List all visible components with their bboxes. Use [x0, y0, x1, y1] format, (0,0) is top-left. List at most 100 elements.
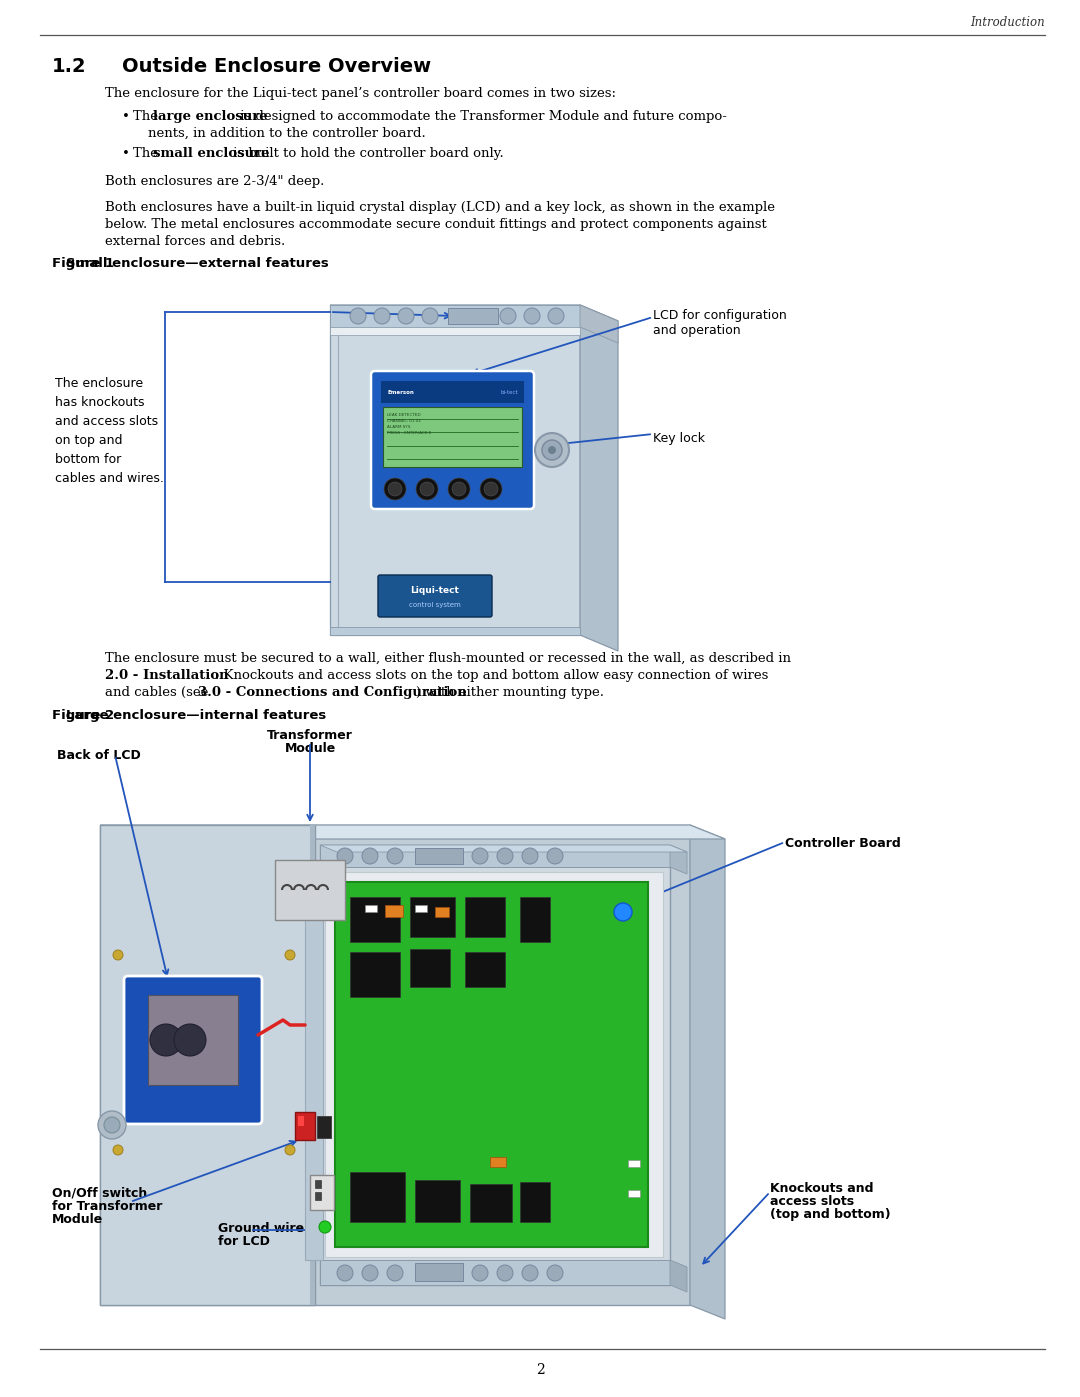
Circle shape [615, 902, 632, 921]
Bar [315, 1180, 321, 1187]
Circle shape [285, 1146, 295, 1155]
Bar [330, 327, 580, 335]
Text: Module: Module [284, 742, 336, 754]
Text: ) with either mounting type.: ) with either mounting type. [416, 686, 604, 698]
Circle shape [388, 482, 402, 496]
Bar [315, 1192, 321, 1200]
Text: 1.2: 1.2 [52, 57, 86, 75]
Bar [305, 865, 323, 1260]
Text: bi-tect: bi-tect [500, 391, 518, 395]
Text: (top and bottom): (top and bottom) [770, 1208, 891, 1221]
Bar [470, 1185, 512, 1222]
Circle shape [416, 478, 438, 500]
Circle shape [399, 307, 414, 324]
Text: The enclosure must be secured to a wall, either flush-mounted or recessed in the: The enclosure must be secured to a wall,… [105, 652, 791, 665]
Text: below. The metal enclosures accommodate secure conduit fittings and protect comp: below. The metal enclosures accommodate … [105, 218, 767, 231]
Bar [148, 995, 238, 1085]
Bar [100, 826, 315, 1305]
Text: receptacle: receptacle [340, 1235, 414, 1248]
Text: Liqui-tect: Liqui-tect [410, 585, 459, 595]
Circle shape [548, 307, 564, 324]
Text: On/Off switch: On/Off switch [52, 1187, 147, 1200]
Text: Both enclosures are 2-3/4" deep.: Both enclosures are 2-3/4" deep. [105, 175, 324, 189]
Bar [410, 949, 450, 988]
Bar [415, 848, 463, 863]
Text: Controller Board: Controller Board [785, 837, 901, 849]
Polygon shape [690, 826, 725, 1319]
Circle shape [484, 482, 498, 496]
Text: The: The [133, 110, 162, 123]
Circle shape [500, 307, 516, 324]
Bar [384, 905, 403, 916]
Text: Figure 2: Figure 2 [52, 710, 114, 722]
Bar [383, 407, 522, 467]
Bar [100, 826, 690, 1305]
Text: The enclosure for the Liqui-tect panel’s controller board comes in two sizes:: The enclosure for the Liqui-tect panel’s… [105, 87, 616, 101]
Bar [627, 1160, 640, 1166]
Text: access slots: access slots [770, 1194, 854, 1208]
Circle shape [104, 1118, 120, 1133]
Bar [490, 1157, 507, 1166]
Circle shape [374, 307, 390, 324]
Bar [310, 1175, 334, 1210]
Bar [350, 951, 400, 997]
FancyBboxPatch shape [378, 576, 492, 617]
Circle shape [362, 1266, 378, 1281]
Text: Power: Power [340, 1222, 383, 1235]
Circle shape [542, 440, 562, 460]
Circle shape [150, 1024, 183, 1056]
Bar [320, 845, 670, 1285]
Circle shape [174, 1024, 206, 1056]
Text: 2: 2 [536, 1363, 544, 1377]
Text: for Transformer: for Transformer [52, 1200, 162, 1213]
Bar [381, 381, 524, 402]
Text: LCD for configuration: LCD for configuration [653, 309, 786, 321]
Circle shape [497, 848, 513, 863]
Text: small enclosure: small enclosure [153, 147, 270, 161]
Circle shape [362, 848, 378, 863]
Bar [448, 307, 498, 324]
Text: and cables (see: and cables (see [105, 686, 213, 698]
Bar [465, 951, 505, 988]
Bar [627, 1190, 640, 1197]
Text: The enclosure
has knockouts
and access slots
on top and
bottom for
cables and wi: The enclosure has knockouts and access s… [55, 377, 164, 485]
Circle shape [472, 1266, 488, 1281]
Text: external forces and debris.: external forces and debris. [105, 235, 285, 249]
Bar [330, 305, 580, 636]
Bar [415, 1263, 463, 1281]
Circle shape [113, 1146, 123, 1155]
Circle shape [387, 1266, 403, 1281]
Text: Outside Enclosure Overview: Outside Enclosure Overview [122, 57, 431, 75]
Circle shape [448, 478, 470, 500]
Polygon shape [580, 305, 618, 651]
Text: control system: control system [409, 602, 461, 609]
Bar [350, 897, 400, 942]
Bar [410, 897, 455, 937]
Text: Module: Module [52, 1213, 104, 1227]
Circle shape [98, 1111, 126, 1139]
Text: 3.0 - Connections and Configuration: 3.0 - Connections and Configuration [198, 686, 467, 698]
Bar [330, 305, 580, 327]
Circle shape [285, 950, 295, 960]
Bar [295, 1112, 315, 1140]
Circle shape [453, 482, 465, 496]
Text: is designed to accommodate the Transformer Module and future compo-: is designed to accommodate the Transform… [237, 110, 727, 123]
Text: LEAK DETECTED: LEAK DETECTED [387, 414, 420, 416]
Polygon shape [670, 1260, 687, 1292]
Circle shape [497, 1266, 513, 1281]
Bar [365, 905, 377, 912]
Bar [415, 905, 427, 912]
Bar [519, 1182, 550, 1222]
Text: •: • [122, 147, 130, 161]
Circle shape [337, 1266, 353, 1281]
Circle shape [472, 848, 488, 863]
Text: and operation: and operation [653, 324, 741, 337]
Text: CHANNEL: 01 02: CHANNEL: 01 02 [387, 419, 421, 423]
Circle shape [535, 433, 569, 467]
Bar [298, 1116, 303, 1126]
Polygon shape [100, 826, 725, 840]
Circle shape [522, 848, 538, 863]
Bar [465, 897, 505, 937]
Bar [350, 1172, 405, 1222]
Circle shape [524, 307, 540, 324]
